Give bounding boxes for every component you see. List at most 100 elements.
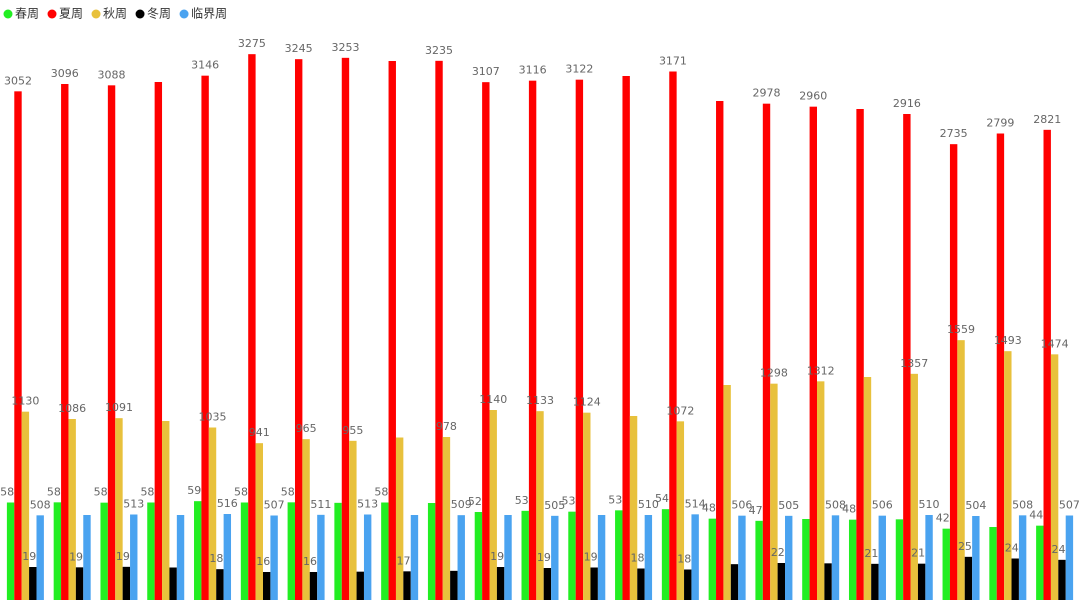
bar (403, 571, 411, 600)
bar (457, 515, 465, 600)
bar (201, 75, 209, 600)
data-label: 3052 (4, 74, 32, 87)
bar (755, 520, 763, 600)
data-label: 941 (249, 426, 270, 439)
bar (644, 515, 653, 600)
data-label: 3235 (425, 44, 453, 57)
data-label: 506 (731, 499, 752, 512)
bar (410, 515, 419, 600)
data-label: 509 (451, 498, 472, 511)
bar (972, 516, 980, 600)
bar (287, 502, 295, 600)
bar (871, 563, 879, 600)
data-label: 1140 (479, 393, 507, 406)
bar (1011, 558, 1019, 600)
bar (302, 439, 310, 600)
bar (194, 501, 202, 600)
bar (317, 514, 325, 600)
bar (1004, 351, 1012, 600)
data-label: 2799 (986, 117, 1014, 130)
data-label: 1072 (666, 404, 694, 417)
bar (996, 133, 1005, 600)
bar (848, 519, 857, 600)
data-label: 1124 (573, 396, 601, 409)
data-label: 505 (544, 499, 565, 512)
data-label: 514 (685, 497, 706, 510)
bar (61, 84, 69, 600)
bar (36, 515, 44, 600)
bar (903, 114, 911, 600)
data-label: 3096 (51, 67, 79, 80)
bar (708, 518, 717, 600)
bar (381, 502, 389, 600)
data-label: 513 (123, 498, 144, 511)
bar (762, 103, 771, 601)
data-label: 3171 (659, 55, 687, 68)
data-label: 2978 (753, 87, 781, 100)
legend-marker (179, 9, 189, 19)
data-label: 1298 (760, 367, 788, 380)
bar (723, 385, 731, 600)
bar (427, 503, 436, 600)
bar (521, 510, 529, 600)
data-label: 3146 (191, 59, 219, 72)
data-label: 1357 (900, 357, 928, 370)
bar (240, 502, 249, 600)
bar (575, 79, 584, 600)
bar (216, 569, 224, 600)
bar (684, 569, 692, 600)
data-label: 1133 (526, 394, 554, 407)
bar (1043, 129, 1051, 601)
data-label: 508 (30, 498, 51, 511)
bar (1058, 559, 1066, 600)
data-label: 2916 (893, 97, 921, 110)
bar (356, 571, 364, 600)
bar (270, 515, 278, 600)
data-label: 2821 (1033, 113, 1061, 126)
bar (474, 512, 483, 600)
bar (551, 515, 559, 600)
bar (895, 519, 904, 600)
data-label: 955 (342, 424, 363, 437)
bar (568, 511, 576, 600)
data-label: 3116 (519, 64, 547, 77)
bar (615, 510, 623, 600)
bar (802, 519, 810, 600)
data-label: 3253 (331, 41, 359, 54)
bar (53, 502, 62, 600)
bar (482, 82, 490, 600)
data-label: 511 (310, 498, 331, 511)
data-label: 1086 (58, 402, 86, 415)
data-label: 3088 (98, 68, 126, 81)
bar (590, 567, 598, 600)
bar (68, 419, 76, 600)
data-label: 3245 (285, 42, 313, 55)
bar (75, 567, 84, 600)
bar (6, 502, 15, 600)
legend-marker (91, 9, 101, 19)
data-label: 1474 (1041, 337, 1069, 350)
data-label: 513 (357, 498, 378, 511)
data-label: 1493 (994, 334, 1022, 347)
bar (816, 381, 825, 600)
data-label: 1091 (105, 401, 133, 414)
bar (637, 568, 645, 600)
data-label: 507 (264, 499, 285, 512)
bar (363, 514, 372, 600)
bar (21, 411, 30, 600)
bar (14, 91, 22, 600)
bar (1018, 515, 1027, 600)
bar (863, 377, 872, 600)
bar (622, 76, 630, 600)
bar (1065, 515, 1074, 600)
bar (629, 416, 638, 600)
data-label: 508 (1012, 498, 1033, 511)
bar (341, 57, 350, 601)
data-label: 507 (1059, 499, 1080, 512)
legend-label: 夏周 (59, 7, 83, 21)
bar (1036, 525, 1044, 600)
data-label: 3275 (238, 37, 266, 50)
bar (100, 502, 108, 600)
bar (122, 566, 131, 600)
